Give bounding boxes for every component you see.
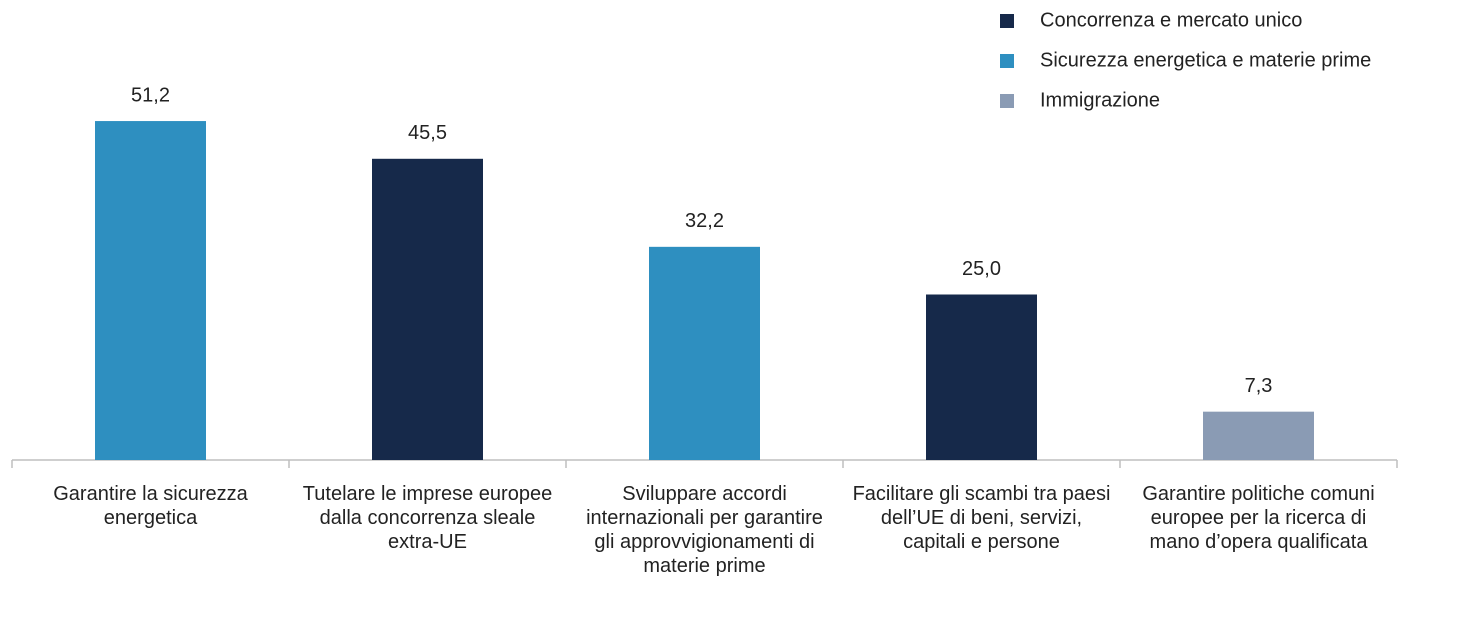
data-label: 32,2: [685, 210, 724, 232]
x-tick-label: Sviluppare accordi internazionali per ga…: [586, 483, 823, 577]
legend-label: Concorrenza e mercato unico: [1040, 9, 1302, 31]
data-label: 51,2: [131, 84, 170, 106]
legend-label: Sicurezza energetica e materie prime: [1040, 49, 1371, 71]
bar: [1203, 411, 1314, 460]
data-label: 25,0: [962, 258, 1001, 280]
bar: [926, 294, 1037, 460]
x-tick-label: Garantire la sicurezza energetica: [53, 483, 248, 529]
bar: [95, 121, 206, 460]
legend-swatch: [1000, 54, 1014, 68]
x-tick-label: Facilitare gli scambi tra paesi dell’UE …: [852, 483, 1111, 553]
bar: [372, 158, 483, 461]
bar: [649, 246, 760, 460]
legend-swatch: [1000, 14, 1014, 28]
legend-label: Immigrazione: [1040, 89, 1160, 111]
data-label: 7,3: [1245, 375, 1273, 397]
x-tick-label: Garantire politiche comuni europee per l…: [1142, 483, 1375, 553]
x-tick-label: Tutelare le imprese europee dalla concor…: [302, 483, 553, 553]
data-label: 45,5: [408, 122, 447, 144]
legend-swatch: [1000, 94, 1014, 108]
